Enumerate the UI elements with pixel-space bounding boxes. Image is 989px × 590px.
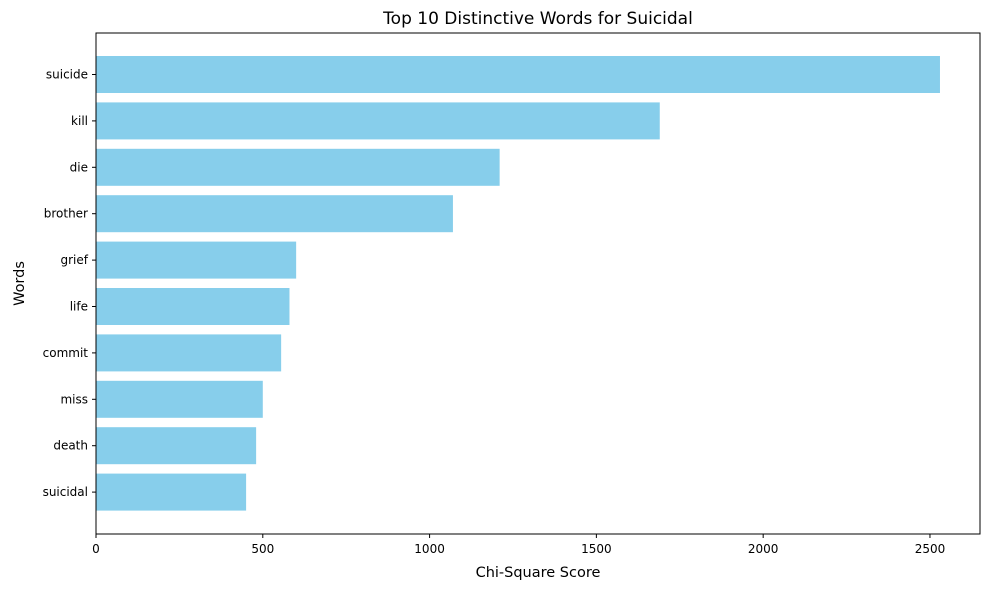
x-axis-label: Chi-Square Score [476,565,601,581]
y-tick-label: suicide [46,68,88,82]
y-tick-label: suicidal [43,485,88,499]
x-tick-label: 1000 [414,542,445,556]
bar-brother [96,195,453,233]
bar-grief [96,241,297,279]
y-axis-ticks: suicide kill die brother grief life commit miss… [43,68,96,499]
y-tick-label: miss [60,392,88,406]
bar-commit [96,334,282,372]
y-tick-label: kill [71,114,88,128]
x-tick-label: 500 [251,542,274,556]
bar-kill [96,102,660,140]
x-tick-label: 0 [92,542,100,556]
bar-suicidal [96,473,247,511]
y-tick-label: commit [43,346,89,360]
plot-frame [95,32,981,535]
y-tick-label: life [70,300,88,314]
y-tick-label: death [53,439,88,453]
bars-group [96,56,940,511]
bar-die [96,148,500,186]
x-tick-label: 1500 [581,542,612,556]
bar-life [96,288,290,325]
x-tick-label: 2000 [748,542,779,556]
bar-miss [96,380,263,418]
bar-suicide [96,56,940,93]
x-tick-label: 2500 [915,542,946,556]
y-tick-label: die [70,160,88,174]
y-tick-label: grief [61,253,89,267]
chart-title: Top 10 Distinctive Words for Suicidal [382,9,693,29]
y-tick-label: brother [44,207,88,221]
x-axis-ticks: 0 500 1000 1500 2000 2500 [92,534,945,556]
y-axis-label: Words [12,261,28,306]
bar-death [96,427,257,465]
